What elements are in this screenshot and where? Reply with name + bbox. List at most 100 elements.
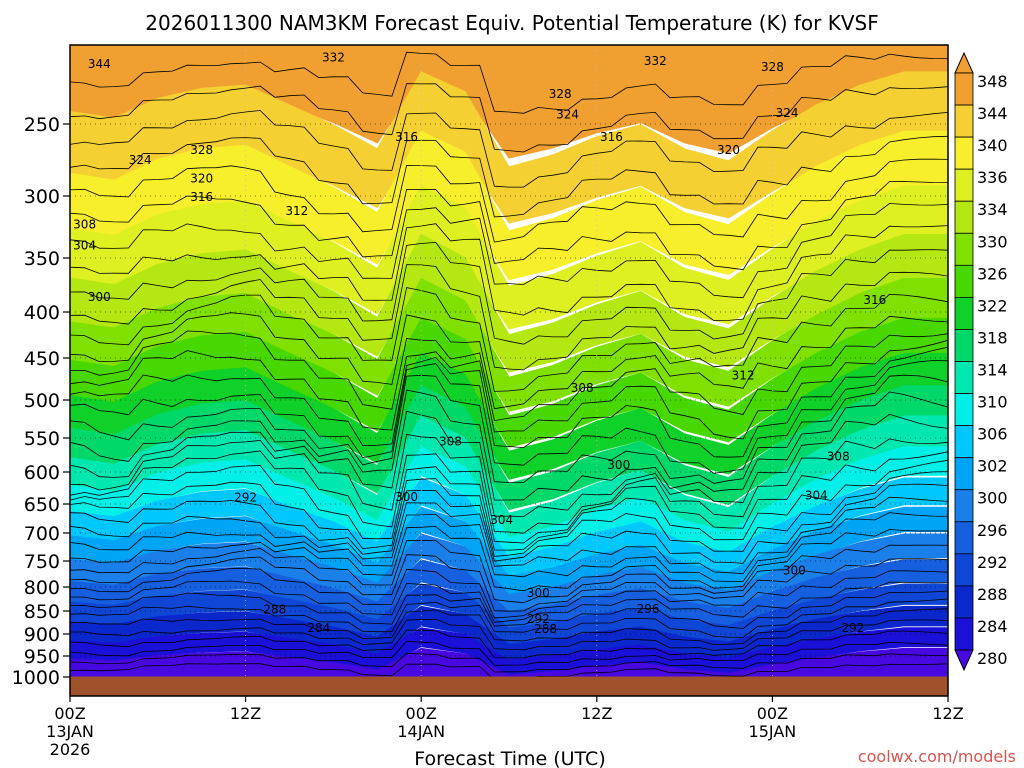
contour-line [70,389,948,501]
colorbar-label: 314 [977,361,1008,380]
contour-labels: 344 332 332 328 328 324 324 328 324 316 316 320 320 3… [73,51,886,636]
colorbar-label: 302 [977,457,1008,476]
contour-line [70,512,948,582]
x-tick-date: 13JAN [46,722,94,741]
y-tick-label: 350 [24,248,60,270]
x-tick-label: 00Z [54,704,85,723]
colorbar-label: 322 [977,296,1008,315]
contour-line [70,181,948,271]
contour-label: 316 [600,130,623,144]
colorbar-swatch [954,264,974,298]
x-tick-date: 14JAN [397,722,445,741]
contour-label: 312 [285,204,308,218]
contour-label: 332 [644,54,667,68]
contour-label: 320 [190,172,213,186]
contour-line [70,580,948,623]
contour-line [70,339,948,440]
colorbar-label: 326 [977,264,1008,283]
contour-label: 312 [732,369,755,383]
colorbar-label: 310 [977,393,1008,412]
contour-line [70,346,948,458]
contour-label: 344 [88,57,111,71]
colorbar-label: 318 [977,328,1008,347]
contour-line [70,203,948,299]
contour-line [70,483,948,564]
contour-line [70,374,948,484]
colorbar-swatch [954,361,974,394]
contour-line [70,264,948,371]
colorbar-swatch [954,553,974,587]
colorbar-label: 300 [977,489,1008,508]
contour-label: 308 [571,381,594,395]
y-tick-label: 500 [24,390,60,412]
colorbar-swatch [954,585,974,619]
contour-line [70,526,948,592]
y-tick-label: 650 [24,494,60,516]
contour-label: 304 [490,513,513,527]
contour-label: 328 [190,143,213,157]
contour-label: 328 [549,87,572,101]
theta-band [70,71,948,224]
contour-line [70,241,948,345]
contour-label: 304 [805,489,828,503]
theta-e-bands [70,45,948,696]
theta-band [70,352,948,480]
contour-line [70,496,948,575]
colorbar-bottom-arrow [954,649,974,672]
theta-band [70,45,948,159]
colorbar-swatch [954,457,974,491]
contour-label: 308 [827,449,850,463]
y-tick-label: 800 [24,577,60,599]
y-tick-label: 1000 [12,667,60,689]
y-tick-label: 950 [24,646,60,668]
contour-label: 308 [73,218,96,232]
contour-label: 288 [534,622,557,636]
contour-line [70,330,948,422]
colorbar-label: 340 [977,136,1008,155]
x-tick-label: 00Z [406,704,437,723]
x-tick-year: 2026 [50,740,91,759]
contour-line [70,608,948,646]
colorbar-swatch [954,296,974,330]
contour-label: 316 [863,293,886,307]
plot-frame [69,44,949,697]
contour-line [70,158,948,243]
x-tick-date: 15JAN [749,722,797,741]
y-tick-label: 300 [24,186,60,208]
colorbar-label: 306 [977,425,1008,444]
contour-line [70,287,948,392]
contour-label: 292 [234,491,257,505]
contour-label: 316 [190,190,213,204]
contour-line [70,135,948,218]
theta-band [70,233,948,373]
theta-band [70,185,948,330]
contour-label: 300 [395,490,418,504]
contour-label: 328 [761,60,784,74]
colorbar-top-arrow [954,51,974,74]
contour-line [70,618,948,651]
contour-line [70,459,948,551]
contour-label: 324 [556,108,579,122]
colorbar-label: 284 [977,617,1008,636]
x-tick-label: 12Z [230,704,261,723]
colorbar-label: 296 [977,521,1008,540]
colorbar-swatch [954,425,974,459]
credit-link[interactable]: coolwx.com/models [858,747,1016,766]
colorbar-swatch [954,136,974,170]
theta-band [70,317,948,448]
colorbar-label: 334 [977,200,1008,219]
contour-label: 300 [783,563,806,577]
contour-label: 332 [322,51,345,65]
y-axis: 2503003504004505005506006507007508008509… [12,114,70,689]
y-tick-label: 600 [24,462,60,484]
contour-line [70,640,948,666]
colorbar-label: 348 [977,72,1008,91]
contour-label: 300 [527,586,550,600]
colorbar-label: 280 [977,649,1008,668]
contour-label: 324 [776,106,799,120]
colorbar-label: 336 [977,168,1008,187]
contour-label: 300 [88,290,111,304]
contour-line [70,539,948,604]
theta-band [70,385,948,511]
